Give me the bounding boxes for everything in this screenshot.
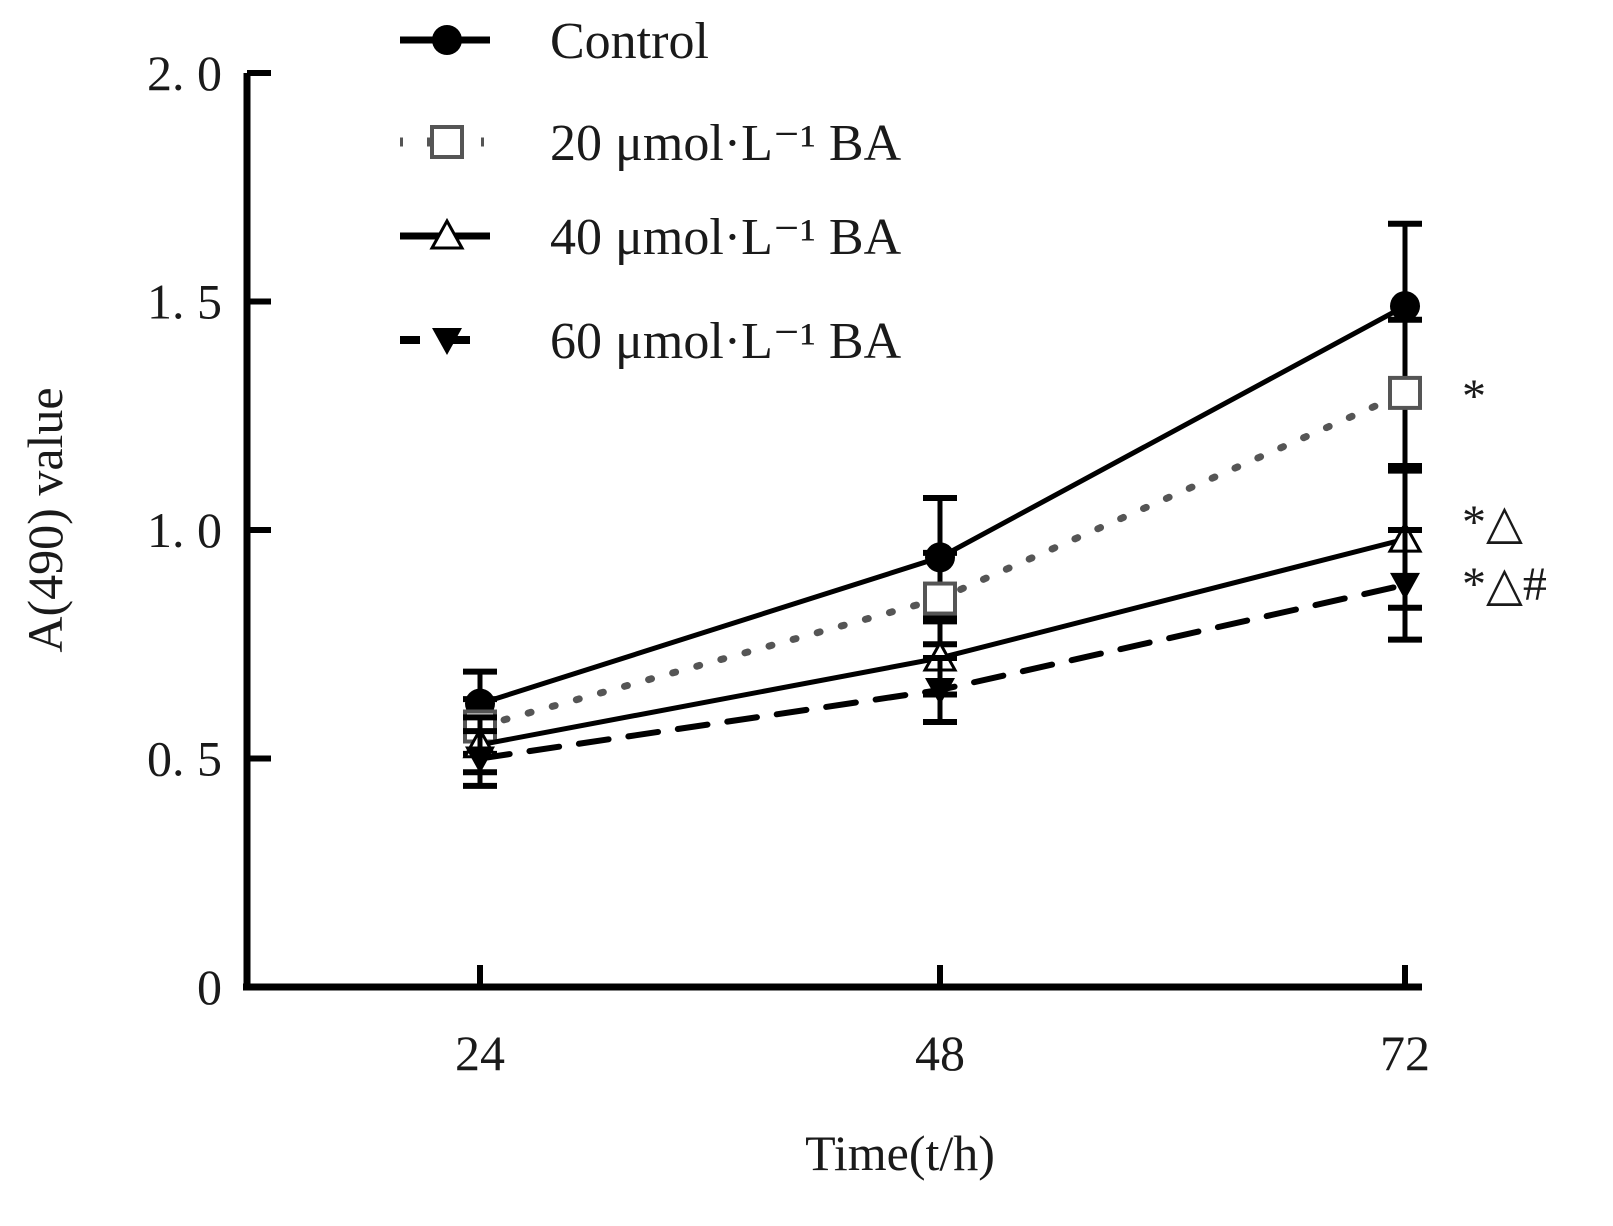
legend-label: Control	[550, 13, 709, 70]
data-point	[1388, 375, 1422, 410]
legend-marker	[430, 125, 464, 159]
x-tick-label: 24	[455, 1025, 505, 1081]
legend-item: 40 μmol·L⁻¹ BA	[400, 209, 902, 266]
legend-label: 40 μmol·L⁻¹ BA	[550, 209, 902, 266]
legend-label: 20 μmol·L⁻¹ BA	[550, 115, 902, 172]
legend-label: 60 μmol·L⁻¹ BA	[550, 313, 902, 370]
x-axis-title: Time(t/h)	[805, 1125, 995, 1181]
legend-item: 60 μmol·L⁻¹ BA	[400, 313, 902, 370]
legend-item: 20 μmol·L⁻¹ BA	[400, 115, 902, 172]
data-point	[925, 677, 955, 705]
legend-marker	[432, 25, 462, 55]
y-tick-label: 0	[197, 959, 222, 1015]
data-point	[923, 581, 957, 616]
significance-annotation: *△#	[1462, 558, 1547, 611]
legend-marker	[432, 328, 462, 355]
legend-item: Control	[400, 13, 709, 70]
y-tick-label: 2. 0	[147, 45, 222, 101]
significance-annotation: *△	[1462, 496, 1523, 549]
y-tick-label: 0. 5	[147, 731, 222, 787]
axes: 0 0. 5 1. 0 1. 5 2. 0 24 48 72	[147, 45, 1430, 1081]
data-point	[1390, 291, 1420, 322]
significance-annotation: *	[1462, 370, 1486, 423]
annotations: * *△ *△#	[1462, 370, 1547, 611]
series-layer	[462, 220, 1423, 789]
y-axis-title: A(490) value	[17, 387, 73, 652]
x-tick-label: 48	[915, 1025, 965, 1081]
x-tick-label: 72	[1380, 1025, 1430, 1081]
legend-marker	[429, 217, 465, 250]
data-point	[1390, 572, 1420, 600]
data-point	[465, 746, 495, 774]
series-3	[463, 527, 1422, 789]
y-tick-label: 1. 0	[147, 502, 222, 558]
y-tick-label: 1. 5	[147, 274, 222, 330]
legend: Control 20 μmol·L⁻¹ BA 40 μmol·L⁻¹ BA 60 μm…	[400, 13, 902, 370]
